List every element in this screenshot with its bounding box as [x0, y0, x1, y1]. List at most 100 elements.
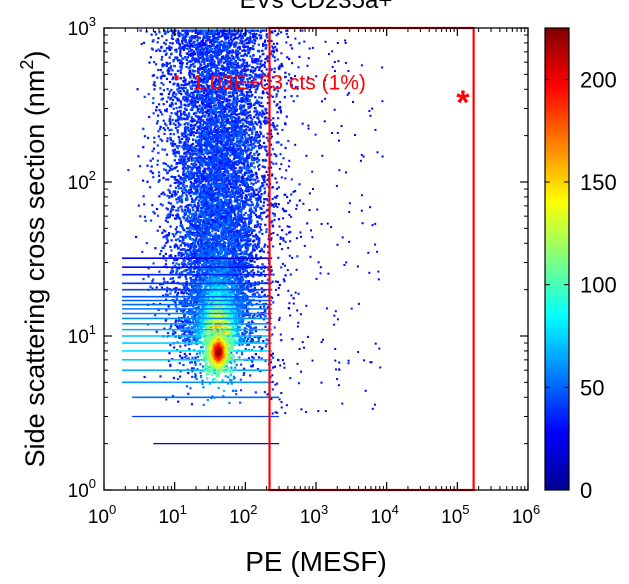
density-bin [190, 73, 193, 76]
density-bin [193, 70, 196, 73]
density-bin [142, 179, 145, 182]
density-bin [211, 77, 214, 81]
density-bin [196, 35, 199, 38]
density-bin [267, 268, 270, 271]
density-bin [198, 178, 201, 181]
density-bin [176, 131, 179, 134]
density-bin [241, 42, 244, 45]
density-bin [244, 68, 247, 71]
density-bin [225, 115, 228, 118]
density-bin [173, 95, 176, 98]
density-bin [213, 83, 216, 86]
density-bin [191, 92, 194, 95]
density-bin [223, 37, 227, 40]
density-bin [241, 153, 244, 156]
density-bin [239, 160, 243, 163]
density-bin [181, 37, 184, 40]
density-bin [263, 145, 266, 148]
density-bin [199, 116, 202, 119]
density-bin [170, 175, 173, 178]
density-bin [238, 145, 242, 148]
density-bin [285, 29, 288, 32]
density-bin [190, 361, 193, 364]
density-bin [236, 69, 239, 73]
density-bin [190, 63, 193, 67]
density-bin [239, 107, 242, 110]
density-bin [221, 194, 224, 197]
density-bin [226, 75, 229, 78]
density-bin [256, 86, 259, 90]
density-bin [242, 129, 245, 132]
density-bin [243, 43, 246, 46]
density-bin [212, 101, 215, 105]
density-bin [237, 113, 240, 116]
density-bin [181, 305, 184, 308]
density-bin [233, 210, 236, 213]
density-bin [205, 59, 208, 62]
density-bin [169, 292, 172, 295]
density-bin [141, 250, 144, 253]
density-bin [189, 108, 192, 111]
density-bin [245, 65, 248, 68]
density-bin [253, 211, 256, 215]
density-bin [193, 146, 196, 149]
density-bin [178, 139, 181, 142]
density-bin [254, 353, 257, 356]
density-bin [217, 127, 220, 130]
density-bin [202, 56, 205, 59]
density-bin [169, 211, 172, 214]
density-bin [183, 76, 186, 79]
density-bin [229, 44, 232, 48]
density-bin [258, 187, 262, 190]
density-bin [189, 71, 192, 74]
density-bin [200, 50, 204, 53]
density-bin [215, 80, 218, 83]
density-bin [286, 35, 289, 39]
density-bin [227, 158, 230, 161]
density-bin [278, 75, 281, 78]
density-bin [173, 205, 176, 208]
density-bin [247, 51, 251, 54]
density-bin [254, 91, 257, 94]
density-bin [248, 156, 251, 159]
density-bin [227, 118, 230, 121]
density-bin [245, 194, 248, 197]
density-bin [177, 230, 180, 233]
density-bin [227, 67, 230, 70]
density-bin [182, 87, 185, 90]
density-bin [198, 51, 201, 54]
density-bin [200, 64, 203, 67]
density-bin [257, 84, 260, 87]
density-bin [176, 169, 179, 173]
density-bin [243, 133, 246, 137]
density-bin [260, 96, 263, 99]
density-bin [217, 70, 220, 73]
density-bin [296, 255, 299, 258]
density-bin [257, 356, 260, 359]
density-bin [246, 68, 249, 71]
density-bin [271, 148, 274, 151]
density-bin [207, 86, 210, 89]
density-bin [152, 101, 155, 105]
density-bin [273, 88, 276, 91]
density-bin [227, 76, 230, 79]
density-bin [224, 45, 227, 48]
density-bin [162, 74, 165, 77]
density-bin [196, 170, 199, 174]
density-bin [240, 54, 243, 57]
density-bin [254, 88, 257, 91]
density-bin [264, 87, 267, 91]
density-bin [258, 67, 261, 70]
density-bin [232, 42, 235, 45]
density-bin [150, 33, 153, 36]
density-bin [233, 150, 236, 153]
density-bin [290, 85, 293, 88]
density-bin [226, 140, 229, 143]
density-bin [188, 73, 191, 76]
density-bin [285, 32, 288, 35]
density-bin [266, 152, 269, 155]
density-bin [212, 58, 215, 62]
density-bin [222, 125, 225, 128]
density-bin [232, 99, 235, 102]
density-bin [254, 67, 257, 70]
